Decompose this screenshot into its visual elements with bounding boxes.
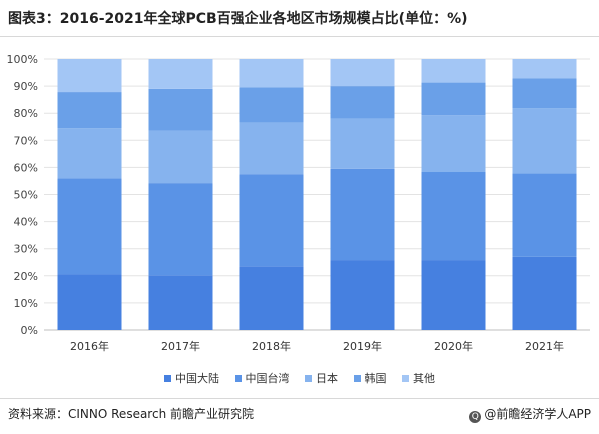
y-tick-label: 60% — [14, 161, 38, 174]
legend-swatch — [164, 375, 171, 382]
bar-segment — [421, 260, 486, 330]
bars — [57, 59, 577, 330]
legend-swatch — [353, 375, 361, 382]
bar-segment — [239, 174, 304, 267]
bar-segment — [421, 172, 486, 261]
bar-segment — [148, 130, 213, 184]
legend-swatch — [234, 375, 242, 382]
bar-segment — [512, 78, 577, 109]
bar-segment — [421, 115, 486, 173]
bar-segment — [512, 108, 577, 174]
x-tick-label: 2021年 — [525, 339, 564, 353]
legend-swatch — [402, 375, 409, 382]
y-tick-label: 100% — [7, 53, 38, 66]
y-tick-label: 0% — [21, 324, 38, 337]
legend-swatch — [305, 375, 312, 382]
bar-segment — [239, 122, 304, 175]
x-tick-label: 2016年 — [70, 339, 109, 353]
bar-segment — [330, 168, 395, 261]
legend-label: 中国大陆 — [175, 372, 219, 385]
bar-segment — [57, 92, 122, 129]
legend-item-korea: 韩国 — [353, 370, 387, 386]
legend-label: 日本 — [316, 372, 338, 385]
x-tick-label: 2018年 — [252, 339, 291, 353]
y-tick-label: 10% — [14, 297, 38, 310]
y-tick-label: 50% — [14, 189, 38, 202]
grid-lines — [44, 58, 590, 331]
bar-segment — [57, 274, 122, 330]
y-axis-tick-labels: 0% 10% 20% 30% 40% 50% 60% 70% 80% 90% 100% — [7, 53, 38, 337]
y-tick-label: 90% — [14, 80, 38, 93]
credit-text: @前瞻经济学人APP — [484, 407, 591, 421]
bar-segment — [512, 173, 577, 257]
brand-icon: Q — [469, 411, 482, 423]
bar-segment — [239, 87, 304, 123]
bar-segment — [148, 183, 213, 276]
title-divider — [0, 36, 599, 37]
bar-segment — [239, 59, 304, 88]
legend-item-taiwan: 中国台湾 — [234, 370, 290, 386]
bar-segment — [148, 59, 213, 89]
legend: 中国大陆 中国台湾 日本 韩国 其他 — [0, 370, 599, 386]
credit: Q @前瞻经济学人APP — [469, 405, 591, 423]
chart-title: 图表3：2016-2021年全球PCB百强企业各地区市场规模占比(单位：%) — [8, 11, 468, 27]
x-axis-tick-labels: 2016年 2017年 2018年 2019年 2020年 2021年 — [70, 339, 564, 353]
legend-label: 韩国 — [364, 372, 387, 385]
bar-segment — [512, 59, 577, 79]
y-tick-label: 40% — [14, 216, 38, 229]
bar-segment — [239, 266, 304, 330]
legend-item-mainland: 中国大陆 — [164, 370, 219, 386]
footer-divider — [0, 398, 599, 399]
bar-segment — [330, 86, 395, 119]
legend-label: 其他 — [413, 372, 435, 385]
x-tick-label: 2017年 — [161, 339, 200, 353]
bar-segment — [57, 128, 122, 179]
legend-label: 中国台湾 — [245, 372, 290, 385]
bar-segment — [148, 275, 213, 330]
bar-segment — [148, 88, 213, 131]
legend-item-other: 其他 — [402, 370, 435, 386]
bar-segment — [421, 82, 486, 116]
y-tick-label: 30% — [14, 243, 38, 256]
legend-item-japan: 日本 — [305, 370, 338, 386]
bar-segment — [421, 59, 486, 83]
y-tick-label: 80% — [14, 107, 38, 120]
bar-segment — [330, 260, 395, 330]
source-note: 资料来源：CINNO Research 前瞻产业研究院 — [8, 407, 254, 421]
x-tick-label: 2020年 — [434, 339, 473, 353]
bar-segment — [57, 178, 122, 275]
bar-segment — [330, 118, 395, 169]
bar-segment — [330, 59, 395, 87]
y-tick-label: 20% — [14, 270, 38, 283]
bar-segment — [57, 59, 122, 93]
bar-segment — [512, 256, 577, 330]
y-tick-label: 70% — [14, 134, 38, 147]
x-tick-label: 2019年 — [343, 339, 382, 353]
